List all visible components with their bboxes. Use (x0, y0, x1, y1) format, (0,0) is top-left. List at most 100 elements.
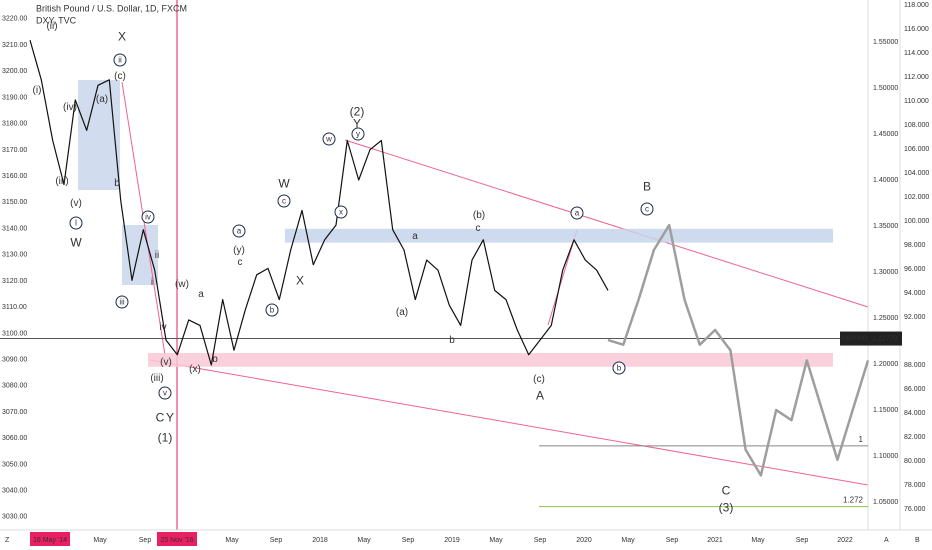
wave-circle (141, 210, 155, 224)
x-tick-label: May (751, 537, 765, 544)
x-tick-label: 16 May '14 (33, 537, 67, 544)
y2-tick-label: 94.000 (904, 290, 926, 297)
wave-label: (iv) (63, 102, 77, 113)
wave-label: Y (353, 117, 361, 131)
x-tick-label: Sep (270, 537, 283, 544)
wave-circle (115, 295, 129, 309)
x-tick-label: Sep (796, 537, 809, 544)
wave-label: w (325, 135, 332, 144)
y3-tick-label: 3110.00 (2, 304, 27, 311)
wave-label: (c) (114, 71, 126, 82)
y3-tick-label: 3140.00 (2, 225, 27, 232)
wave-label: b (617, 364, 622, 373)
x-tick-label: 2022 (837, 537, 853, 544)
y2-tick-label: 118.000 (904, 2, 929, 9)
wave-label: X (118, 30, 126, 44)
wave-label: (1) (158, 431, 173, 445)
wave-circle (612, 361, 626, 375)
wave-circle (277, 194, 291, 208)
wave-label: y (356, 130, 360, 139)
y2-tick-label: 98.000 (904, 242, 926, 249)
wave-label: C (722, 484, 731, 498)
x-tick-label: Sep (534, 537, 547, 544)
y2-tick-label: 112.000 (904, 74, 929, 81)
wave-label: b (270, 306, 275, 315)
wave-label: (c) (533, 374, 545, 385)
y2-tick-label: 110.000 (904, 98, 929, 105)
y2-tick-label: 88.000 (904, 362, 926, 369)
y-tick-label: 1.55000 (873, 39, 898, 46)
price-tag (840, 331, 870, 346)
wave-label: (2) (350, 105, 365, 119)
y2-tick-label: 102.000 (904, 194, 929, 201)
wave-label: ii (118, 56, 122, 65)
y2-tick-label: 78.000 (904, 482, 926, 489)
wave-label: (b) (473, 210, 485, 221)
wave-circle (232, 224, 246, 238)
y3-tick-label: 3220.00 (2, 16, 27, 23)
wave-label: (a) (96, 94, 108, 105)
y3-tick-label: 3180.00 (2, 121, 27, 128)
x-tick-label: May (93, 537, 107, 544)
x-tick-label: 25 Nov '16 (160, 537, 193, 544)
wave-label: (a) (396, 307, 408, 318)
wave-label: v (163, 389, 167, 398)
wave-label: (v) (160, 357, 172, 368)
wave-label: (iii) (55, 176, 68, 187)
wave-label: b (114, 178, 120, 189)
wave-label: Y (166, 411, 174, 425)
y-tick-label: 1.05000 (873, 499, 898, 506)
y3-tick-label: 3190.00 (2, 94, 27, 101)
wave-label: X (296, 274, 304, 288)
wave-circle (113, 53, 127, 67)
y3-tick-label: 3150.00 (2, 199, 27, 206)
corner-label: Z (5, 537, 10, 544)
y-tick-label: 1.20000 (873, 361, 898, 368)
wave-label: iv (159, 322, 166, 333)
date-highlight (30, 532, 70, 546)
wave-label: iv (145, 213, 151, 222)
wave-circle (322, 132, 336, 146)
wave-label: x (339, 208, 343, 217)
fib-label: 1.272 (843, 496, 864, 505)
wave-label: c (645, 205, 649, 214)
y2-tick-label: 92.000 (904, 314, 926, 321)
wave-label: a (575, 209, 580, 218)
projection-line (607, 223, 870, 477)
wave-label: b (449, 335, 455, 346)
y2-tick-label: 86.000 (904, 386, 926, 393)
x-tick-label: Sep (666, 537, 679, 544)
y3-tick-label: 3040.00 (2, 488, 27, 495)
y3-tick-label: 3200.00 (2, 68, 27, 75)
x-tick-label: 2019 (444, 537, 460, 544)
y3-tick-label: 3120.00 (2, 278, 27, 285)
y3-tick-label: 3100.00 (2, 330, 27, 337)
y2-tick-label: 80.000 (904, 458, 926, 465)
x-tick-label: May (225, 537, 239, 544)
x-tick-label: Sep (139, 537, 152, 544)
y-tick-label: 1.15000 (873, 407, 898, 414)
wave-circle (640, 202, 654, 216)
y3-tick-label: 3060.00 (2, 435, 27, 442)
wave-label: (x) (189, 364, 201, 375)
wave-label: b (212, 354, 218, 365)
y3-tick-label: 3160.00 (2, 173, 27, 180)
x-tick-label: Sep (402, 537, 415, 544)
chart-subtitle: DXY, TVC (36, 15, 77, 25)
y-tick-label: 1.10000 (873, 453, 898, 460)
y3-tick-label: 3030.00 (2, 514, 27, 521)
y2-tick-label: 108.000 (904, 122, 929, 129)
x-tick-label: May (357, 537, 371, 544)
price-tag (870, 331, 902, 346)
y2-tick-label: 114.000 (904, 50, 929, 57)
wave-circle (69, 216, 83, 230)
y2-tick-label: 96.000 (904, 266, 926, 273)
wave-label: (y) (233, 245, 245, 256)
y3-tick-label: 3080.00 (2, 383, 27, 390)
wave-label: W (278, 177, 290, 191)
zone (285, 228, 833, 243)
zone (148, 352, 833, 367)
y-tick-label: 1.25000 (873, 315, 898, 322)
price-tag-name: GBPUSD (842, 336, 868, 342)
